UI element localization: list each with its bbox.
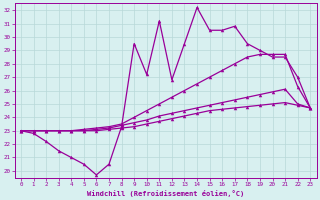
- X-axis label: Windchill (Refroidissement éolien,°C): Windchill (Refroidissement éolien,°C): [87, 190, 244, 197]
